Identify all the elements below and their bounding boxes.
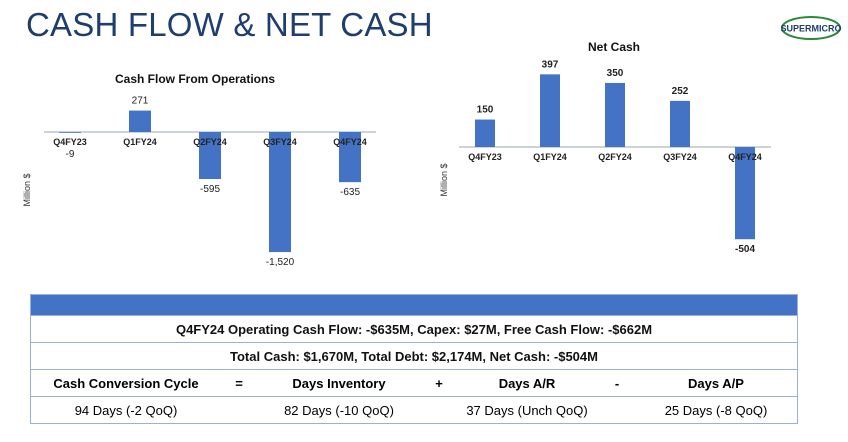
cash-flow-chart: Cash Flow From Operations Million $ Q4FY23… [22,72,376,268]
ccc-operator: + [435,375,443,391]
bar [59,132,81,133]
x-tick-label: Q4FY23 [468,152,502,162]
logo-text: SUPERMICRO [780,24,841,34]
bar [670,100,690,147]
days-ap-header: Days A/P [688,375,744,391]
x-tick-label: Q1FY24 [533,152,567,162]
data-label: 397 [542,59,559,70]
bar [735,147,755,240]
chart-title: Net Cash [588,40,640,54]
data-label: -635 [340,187,360,198]
x-tick-label: Q3FY24 [263,137,297,147]
data-label: 271 [132,96,149,107]
days-inventory-value: 82 Days (-10 QoQ) [284,402,394,418]
summary-header-band [31,295,797,315]
days-inventory-header: Days Inventory [292,375,386,391]
data-label: 150 [477,105,494,116]
ccc-operator: = [235,375,243,391]
bar [605,82,625,147]
x-tick-label: Q3FY24 [663,152,697,162]
data-label: -595 [200,184,220,195]
data-label: -9 [66,149,75,160]
x-tick-label: Q1FY24 [123,137,157,147]
x-tick-label: Q4FY24 [728,152,762,162]
summary-table: Q4FY24 Operating Cash Flow: -$635M, Cape… [30,294,798,424]
data-label: 252 [672,86,689,97]
days-ar-value: 37 Days (Unch QoQ) [466,402,588,418]
summary-line-2: Total Cash: $1,670M, Total Debt: $2,174M… [31,342,797,369]
summary-line-1: Q4FY24 Operating Cash Flow: -$635M, Cape… [31,315,797,342]
ccc-header-row: Cash Conversion Cycle = Days Inventory +… [31,369,797,396]
x-tick-label: Q4FY23 [53,137,87,147]
bar [540,74,560,147]
bar [199,132,221,180]
days-ap-value: 25 Days (-8 QoQ) [664,402,768,418]
bar [129,110,151,132]
days-ar-header: Days A/R [498,375,556,391]
ccc-value: 94 Days (-2 QoQ) [74,402,178,418]
ccc-header: Cash Conversion Cycle [53,375,199,391]
net-cash-chart: Net Cash Million $ Q4FY23 150 Q1FY24 397 Q2FY2… [439,40,771,255]
supermicro-logo: SUPERMICRO [780,16,842,40]
bar [475,119,495,147]
chart-title: Cash Flow From Operations [115,72,275,86]
data-label: 350 [607,68,624,79]
ccc-operator: - [614,375,620,391]
x-tick-label: Q2FY24 [598,152,632,162]
bar [269,132,291,253]
bar [339,132,361,183]
data-label: -1,520 [266,257,295,268]
ccc-value-row: 94 Days (-2 QoQ) 82 Days (-10 QoQ) 37 Da… [31,396,797,423]
x-tick-label: Q2FY24 [193,137,227,147]
y-axis-label: Million $ [439,163,449,196]
y-axis-label: Million $ [22,173,32,206]
page-title: CASH FLOW & NET CASH [26,6,433,43]
data-label: -504 [735,244,755,255]
x-tick-label: Q4FY24 [333,137,367,147]
